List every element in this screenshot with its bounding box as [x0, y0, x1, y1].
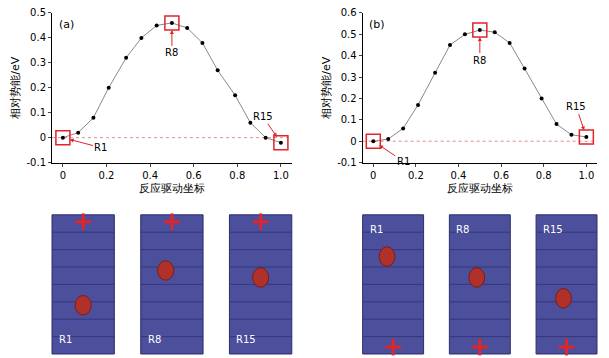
- svg-text:R15: R15: [253, 111, 273, 122]
- svg-text:0.5: 0.5: [341, 29, 357, 40]
- svg-text:0.2: 0.2: [341, 93, 357, 104]
- svg-text:0.4: 0.4: [341, 50, 357, 61]
- svg-text:R15: R15: [566, 101, 586, 112]
- svg-text:0.2: 0.2: [99, 170, 115, 181]
- svg-text:0: 0: [60, 170, 66, 181]
- svg-text:0.1: 0.1: [30, 107, 46, 118]
- svg-text:0.6: 0.6: [493, 170, 509, 181]
- svg-text:R8: R8: [456, 224, 469, 235]
- svg-text:R15: R15: [543, 224, 563, 235]
- svg-text:0.8: 0.8: [536, 170, 552, 181]
- svg-text:(b): (b): [369, 18, 385, 31]
- svg-text:0.4: 0.4: [451, 170, 467, 181]
- svg-text:0: 0: [370, 170, 376, 181]
- svg-text:-0.1: -0.1: [26, 157, 46, 168]
- svg-text:0.1: 0.1: [341, 114, 357, 125]
- svg-text:0.8: 0.8: [229, 170, 245, 181]
- svg-text:0.6: 0.6: [186, 170, 202, 181]
- svg-text:反应驱动坐标: 反应驱动坐标: [447, 182, 513, 195]
- svg-text:0.3: 0.3: [30, 57, 46, 68]
- svg-text:R1: R1: [94, 142, 107, 153]
- svg-text:0.4: 0.4: [142, 170, 158, 181]
- svg-text:相对势能/eV: 相对势能/eV: [320, 56, 333, 118]
- svg-text:R1: R1: [59, 334, 72, 345]
- svg-text:R8: R8: [148, 334, 161, 345]
- svg-text:(a): (a): [59, 18, 74, 31]
- svg-text:R1: R1: [370, 224, 383, 235]
- svg-text:R15: R15: [236, 334, 256, 345]
- svg-text:0.2: 0.2: [408, 170, 424, 181]
- svg-text:R1: R1: [397, 156, 410, 167]
- svg-text:1.0: 1.0: [578, 170, 594, 181]
- svg-text:相对势能/eV: 相对势能/eV: [9, 56, 22, 118]
- svg-text:0.3: 0.3: [341, 72, 357, 83]
- svg-text:0: 0: [350, 136, 356, 147]
- svg-text:0.4: 0.4: [30, 32, 46, 43]
- svg-text:R8: R8: [165, 47, 178, 58]
- svg-text:0.2: 0.2: [30, 82, 46, 93]
- svg-text:0.5: 0.5: [30, 7, 46, 18]
- svg-text:0.6: 0.6: [341, 7, 357, 18]
- svg-text:1.0: 1.0: [273, 170, 289, 181]
- svg-text:反应驱动坐标: 反应驱动坐标: [139, 182, 205, 195]
- svg-text:R8: R8: [473, 55, 486, 66]
- svg-text:0: 0: [40, 132, 46, 143]
- svg-text:-0.1: -0.1: [337, 157, 357, 168]
